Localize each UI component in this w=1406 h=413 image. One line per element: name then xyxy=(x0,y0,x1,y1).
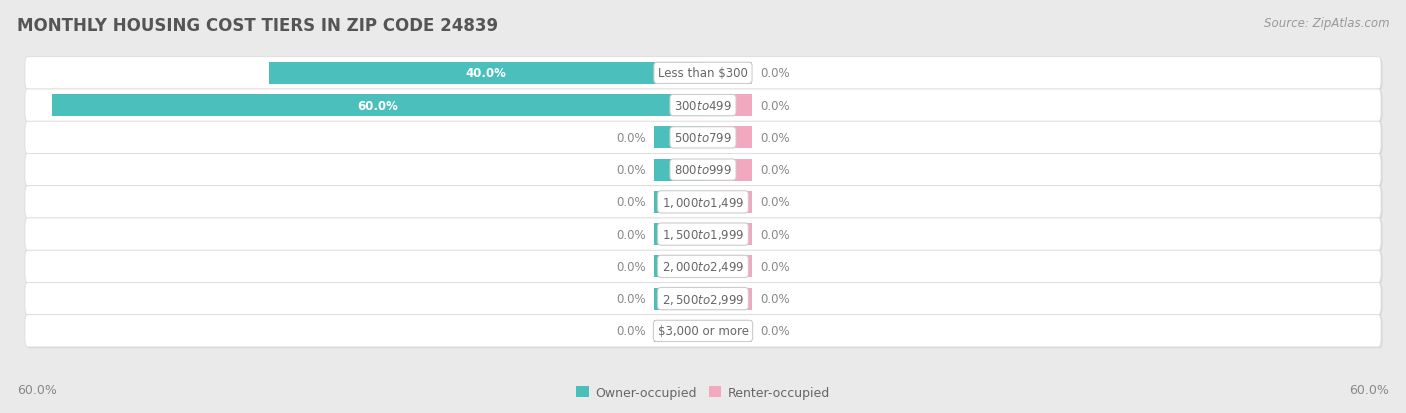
Text: 40.0%: 40.0% xyxy=(465,67,506,80)
FancyBboxPatch shape xyxy=(25,218,1381,251)
Text: 60.0%: 60.0% xyxy=(357,100,398,112)
Text: Less than $300: Less than $300 xyxy=(658,67,748,80)
Bar xyxy=(703,223,752,245)
Text: 0.0%: 0.0% xyxy=(761,164,790,177)
Text: 0.0%: 0.0% xyxy=(616,260,645,273)
Text: 0.0%: 0.0% xyxy=(761,260,790,273)
FancyBboxPatch shape xyxy=(25,251,1381,283)
FancyBboxPatch shape xyxy=(25,90,1381,122)
Text: MONTHLY HOUSING COST TIERS IN ZIP CODE 24839: MONTHLY HOUSING COST TIERS IN ZIP CODE 2… xyxy=(17,17,498,34)
Text: $500 to $799: $500 to $799 xyxy=(673,132,733,145)
Text: 0.0%: 0.0% xyxy=(761,132,790,145)
Text: 0.0%: 0.0% xyxy=(761,196,790,209)
FancyBboxPatch shape xyxy=(25,57,1381,90)
FancyBboxPatch shape xyxy=(25,154,1381,186)
Bar xyxy=(654,223,703,245)
Bar xyxy=(654,256,703,278)
FancyBboxPatch shape xyxy=(25,283,1381,315)
FancyBboxPatch shape xyxy=(27,91,1382,123)
Bar xyxy=(654,288,703,310)
FancyBboxPatch shape xyxy=(25,122,1381,154)
Text: 60.0%: 60.0% xyxy=(1350,384,1389,396)
Text: $2,000 to $2,499: $2,000 to $2,499 xyxy=(662,260,744,274)
FancyBboxPatch shape xyxy=(27,59,1382,91)
Text: 0.0%: 0.0% xyxy=(616,196,645,209)
Bar xyxy=(654,127,703,149)
Bar xyxy=(703,320,752,342)
Bar xyxy=(269,63,703,85)
Text: 0.0%: 0.0% xyxy=(761,100,790,112)
Text: $800 to $999: $800 to $999 xyxy=(673,164,733,177)
FancyBboxPatch shape xyxy=(25,315,1381,347)
Text: 0.0%: 0.0% xyxy=(616,132,645,145)
Text: 0.0%: 0.0% xyxy=(761,67,790,80)
Bar xyxy=(703,192,752,213)
Bar xyxy=(703,63,752,85)
Text: $1,500 to $1,999: $1,500 to $1,999 xyxy=(662,228,744,242)
FancyBboxPatch shape xyxy=(27,220,1382,252)
FancyBboxPatch shape xyxy=(27,284,1382,316)
Text: $300 to $499: $300 to $499 xyxy=(673,100,733,112)
Text: $1,000 to $1,499: $1,000 to $1,499 xyxy=(662,195,744,209)
Text: 0.0%: 0.0% xyxy=(761,325,790,337)
Bar xyxy=(703,95,752,117)
Bar xyxy=(654,192,703,213)
Text: 0.0%: 0.0% xyxy=(616,325,645,337)
Bar xyxy=(654,159,703,181)
FancyBboxPatch shape xyxy=(27,123,1382,155)
Text: 0.0%: 0.0% xyxy=(616,164,645,177)
Text: Source: ZipAtlas.com: Source: ZipAtlas.com xyxy=(1264,17,1389,29)
Text: 0.0%: 0.0% xyxy=(616,292,645,305)
FancyBboxPatch shape xyxy=(27,316,1382,349)
Text: 0.0%: 0.0% xyxy=(616,228,645,241)
Text: 0.0%: 0.0% xyxy=(761,228,790,241)
Text: 60.0%: 60.0% xyxy=(17,384,56,396)
Bar xyxy=(654,320,703,342)
FancyBboxPatch shape xyxy=(27,188,1382,220)
Text: $2,500 to $2,999: $2,500 to $2,999 xyxy=(662,292,744,306)
Text: 0.0%: 0.0% xyxy=(761,292,790,305)
Bar xyxy=(52,95,703,117)
Legend: Owner-occupied, Renter-occupied: Owner-occupied, Renter-occupied xyxy=(571,381,835,404)
FancyBboxPatch shape xyxy=(27,155,1382,188)
Bar xyxy=(703,127,752,149)
Bar xyxy=(703,256,752,278)
FancyBboxPatch shape xyxy=(27,252,1382,284)
Bar xyxy=(703,159,752,181)
Text: $3,000 or more: $3,000 or more xyxy=(658,325,748,337)
Bar xyxy=(703,288,752,310)
FancyBboxPatch shape xyxy=(25,186,1381,218)
